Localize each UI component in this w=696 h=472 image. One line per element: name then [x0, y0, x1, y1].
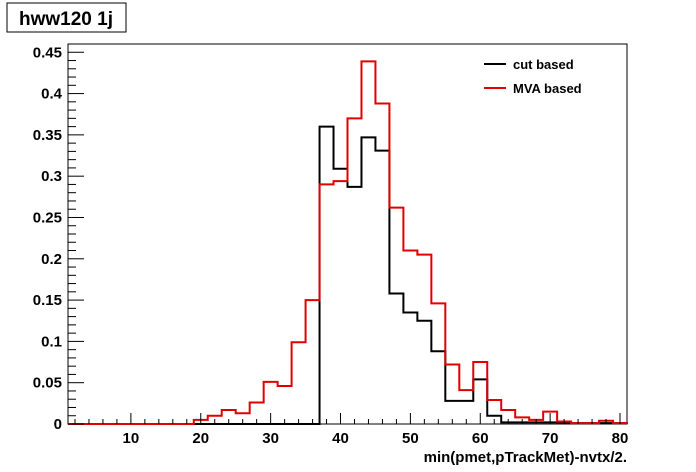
y-tick-label: 0.15 — [33, 292, 62, 309]
x-axis: 10 20 30 40 50 60 70 80 — [74, 413, 629, 447]
y-tick-label: 0 — [54, 416, 62, 433]
title-box: hww120 1j — [6, 2, 127, 33]
y-axis: 0 0.05 0.1 0.15 0.2 0.25 0.3 0.35 0.4 0.45 — [33, 44, 84, 433]
series-line-mva-based — [68, 60, 628, 425]
series-line-cut-based — [68, 125, 628, 425]
y-tick-label: 0.25 — [33, 209, 62, 226]
title-box-frame — [6, 2, 127, 33]
x-tick-label: 80 — [612, 430, 629, 447]
y-tick-label: 0.1 — [41, 333, 62, 350]
x-tick-label: 60 — [472, 430, 489, 447]
y-tick-label: 0.05 — [33, 375, 62, 392]
x-axis-title: min(pmet,pTrackMet)-nvtx/2. — [424, 449, 627, 466]
y-tick-label: 0.2 — [41, 251, 62, 268]
series-layer — [68, 60, 628, 425]
legend-label: cut based — [513, 57, 574, 72]
x-tick-label: 50 — [402, 430, 419, 447]
y-tick-label: 0.4 — [41, 86, 63, 103]
x-tick-label: 40 — [332, 430, 349, 447]
legend-label: MVA based — [513, 81, 582, 96]
y-tick-label: 0.3 — [41, 168, 62, 185]
x-tick-label: 70 — [542, 430, 559, 447]
x-tick-label: 30 — [262, 430, 279, 447]
legend: cut based MVA based — [484, 57, 582, 96]
y-tick-label: 0.35 — [33, 127, 62, 144]
x-tick-label: 10 — [123, 430, 140, 447]
x-tick-label: 20 — [192, 430, 209, 447]
chart-title: hww120 1j — [19, 9, 113, 30]
y-tick-label: 0.45 — [33, 44, 62, 61]
